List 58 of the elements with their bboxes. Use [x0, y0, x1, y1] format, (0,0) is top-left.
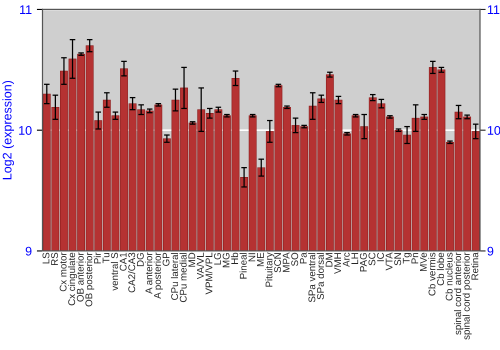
- x-tick-label: SC: [368, 252, 376, 266]
- x-tick-label: A posterior: [154, 252, 163, 299]
- x-tick-label: RS: [51, 252, 58, 266]
- x-tick-label: OB posterior: [85, 252, 94, 306]
- x-tick-label: IC: [377, 252, 384, 262]
- x-tick-label: SCN: [274, 253, 282, 272]
- x-tick-label: Pn: [411, 252, 418, 264]
- x-tick-label: VTA: [386, 252, 392, 270]
- x-tick-label: VPM/VPL: [205, 252, 212, 294]
- x-tick-label: CA1: [120, 252, 127, 271]
- x-tick-label: MG: [222, 253, 230, 268]
- x-tick-label: Arc: [342, 252, 350, 267]
- x-tick-label: Tu: [102, 252, 110, 264]
- y2-tick-label: 9: [488, 246, 494, 256]
- x-tick-label: CA2/CA3: [128, 252, 136, 292]
- y2-tick-label: 11: [488, 5, 500, 14]
- x-tick-label: Pineal: [240, 252, 247, 279]
- x-tick-label: Pa: [300, 252, 307, 264]
- x-tick-label: SPa dorsal: [316, 252, 324, 300]
- x-tick-label: GP: [162, 252, 170, 266]
- x-tick-label: Pir: [94, 252, 101, 264]
- x-tick-label: Cx motor: [60, 252, 67, 292]
- y-tick-label: 9: [26, 246, 32, 256]
- x-tick-label: MD: [188, 252, 196, 267]
- x-tick-label: SO: [291, 252, 298, 266]
- x-tick-label: Retina: [471, 252, 478, 280]
- x-tick-label: VA/VL: [196, 252, 204, 280]
- x-tick-label: CPu lateral: [170, 252, 178, 300]
- x-tick-label: SPa ventral: [308, 252, 316, 302]
- x-tick-label: Cb nucleus: [445, 252, 453, 300]
- x-tick-label: Hb: [230, 252, 238, 264]
- x-tick-label: LS: [42, 252, 50, 264]
- x-tick-label: MPA: [282, 252, 290, 272]
- x-tick-label: CPu medial: [180, 252, 187, 302]
- y2-tick-label: 10: [488, 126, 500, 135]
- x-tick-label: VMH: [334, 253, 341, 274]
- x-tick-label: Cb vermis: [428, 252, 436, 296]
- x-tick-label: Pituitary: [265, 252, 274, 287]
- x-tick-label: NI: [248, 253, 256, 262]
- x-tick-label: Tg: [402, 252, 412, 264]
- x-tick-label: OB anterior: [76, 252, 84, 302]
- x-tick-label: DM: [326, 253, 332, 267]
- x-tick-label: spinal cord anterior: [454, 252, 464, 335]
- x-tick-label: SN: [394, 253, 402, 266]
- x-tick-label: A anterior: [145, 252, 152, 294]
- x-tick-label: LH: [351, 253, 358, 264]
- x-tick-label: ventral S: [110, 252, 118, 291]
- x-tick-label: PAG: [360, 253, 367, 272]
- x-tick-label: DG: [136, 253, 144, 266]
- x-tick-label: spinal cord posterior: [462, 252, 472, 340]
- y-axis-title: Log2 (expression): [2, 80, 14, 180]
- x-tick-label: ME: [257, 252, 264, 266]
- x-tick-label: MVe: [420, 252, 427, 271]
- x-tick-label: Cx cingulate: [68, 252, 78, 306]
- y-tick-label: 11: [20, 5, 32, 14]
- x-tick-label: LG: [214, 253, 221, 265]
- y-tick-label: 10: [19, 126, 32, 135]
- x-tick-label: Cb lobe: [436, 252, 444, 286]
